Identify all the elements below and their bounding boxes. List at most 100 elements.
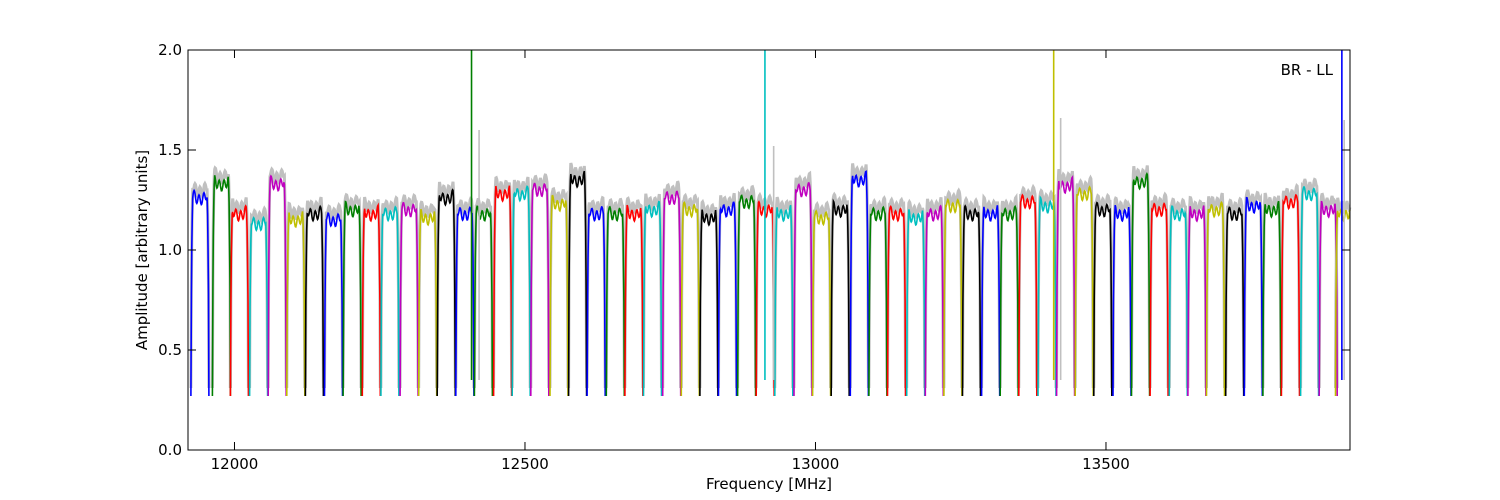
channel-trace-60 xyxy=(1318,200,1338,397)
background-trace-24 xyxy=(642,193,663,389)
x-tick-label-2: 13000 xyxy=(792,455,840,473)
channel-trace-4 xyxy=(267,174,287,397)
channel-trace-54 xyxy=(1205,200,1226,397)
x-tick-label-3: 13500 xyxy=(1082,455,1130,473)
background-trace-48 xyxy=(1092,192,1114,389)
background-trace-10 xyxy=(379,195,401,389)
background-trace-4 xyxy=(266,166,288,389)
channel-trace-57 xyxy=(1262,200,1282,397)
channel-trace-7 xyxy=(323,211,344,397)
channel-trace-25 xyxy=(661,190,682,397)
channel-trace-17 xyxy=(511,185,531,397)
annotation-label: BR - LL xyxy=(1281,61,1334,79)
channel-trace-38 xyxy=(905,209,926,397)
channel-trace-0 xyxy=(190,188,210,397)
channel-trace-22 xyxy=(605,205,626,397)
channel-trace-11 xyxy=(399,201,419,397)
channel-trace-5 xyxy=(286,211,306,397)
channel-trace-12 xyxy=(417,208,438,397)
channel-trace-42 xyxy=(980,205,1001,397)
channel-trace-36 xyxy=(868,205,888,397)
channel-trace-15 xyxy=(473,205,494,397)
background-trace-36 xyxy=(867,195,889,389)
y-tick-label-1: 0.5 xyxy=(158,341,182,359)
channel-trace-32 xyxy=(793,181,813,397)
background-trace-52 xyxy=(1167,197,1189,389)
channel-trace-2 xyxy=(229,204,250,397)
channel-trace-41 xyxy=(961,204,982,397)
x-tick-label-0: 12000 xyxy=(211,455,259,473)
y-tick-label-4: 2.0 xyxy=(158,41,182,59)
background-trace-19 xyxy=(548,186,570,389)
channel-trace-24 xyxy=(642,200,663,397)
channel-trace-52 xyxy=(1168,205,1189,397)
channel-trace-9 xyxy=(361,202,382,397)
channel-trace-55 xyxy=(1224,206,1245,397)
channel-trace-58 xyxy=(1280,193,1301,397)
channel-trace-21 xyxy=(586,206,606,397)
background-trace-35 xyxy=(848,163,870,389)
background-trace-29 xyxy=(736,184,758,389)
y-tick-label-0: 0.0 xyxy=(158,441,182,459)
background-trace-34 xyxy=(829,191,851,389)
channel-trace-16 xyxy=(492,185,513,397)
channel-trace-53 xyxy=(1187,205,1207,397)
channel-trace-8 xyxy=(342,200,362,397)
background-trace-8 xyxy=(341,192,363,389)
channel-trace-39 xyxy=(924,204,945,397)
background-trace-44 xyxy=(1017,183,1039,389)
background-trace-51 xyxy=(1148,191,1170,389)
channel-trace-23 xyxy=(624,204,644,397)
channel-trace-13 xyxy=(436,188,457,397)
channel-trace-46 xyxy=(1055,174,1076,397)
channel-trace-27 xyxy=(699,209,719,397)
channel-trace-44 xyxy=(1018,193,1038,397)
background-trace-47 xyxy=(1073,174,1095,389)
channel-trace-43 xyxy=(999,204,1019,397)
channel-trace-3 xyxy=(248,215,269,397)
y-tick-label-2: 1.0 xyxy=(158,241,182,259)
background-trace-59 xyxy=(1299,177,1321,389)
channel-trace-59 xyxy=(1299,186,1320,397)
background-trace-11 xyxy=(398,192,420,389)
channel-trace-18 xyxy=(530,182,550,397)
background-trace-3 xyxy=(248,205,270,389)
background-trace-46 xyxy=(1055,168,1077,389)
data-layer xyxy=(189,50,1352,397)
background-trace-15 xyxy=(472,198,494,389)
channel-trace-26 xyxy=(680,201,701,397)
x-axis-title: Frequency [MHz] xyxy=(706,475,832,493)
channel-trace-40 xyxy=(943,197,963,397)
channel-trace-48 xyxy=(1093,201,1113,397)
background-trace-23 xyxy=(623,196,645,389)
channel-trace-31 xyxy=(774,204,794,397)
background-trace-25 xyxy=(661,180,683,389)
channel-trace-20 xyxy=(567,170,588,397)
channel-trace-35 xyxy=(849,170,870,397)
channel-trace-29 xyxy=(736,194,757,397)
channel-trace-28 xyxy=(717,201,738,397)
background-trace-0 xyxy=(189,180,211,389)
channel-trace-37 xyxy=(886,204,907,397)
background-trace-22 xyxy=(604,197,626,389)
background-trace-41 xyxy=(961,195,982,389)
background-trace-26 xyxy=(679,192,701,389)
background-trace-21 xyxy=(585,195,607,389)
background-trace-55 xyxy=(1224,196,1246,389)
y-tick-label-3: 1.5 xyxy=(158,141,182,159)
channel-trace-34 xyxy=(830,198,850,397)
y-axis-title: Amplitude [arbitrary units] xyxy=(133,150,151,350)
channel-trace-33 xyxy=(811,209,832,397)
background-trace-56 xyxy=(1242,189,1264,389)
x-tick-label-1: 12500 xyxy=(501,455,549,473)
background-trace-40 xyxy=(942,187,964,389)
channel-trace-10 xyxy=(380,205,400,397)
channel-trace-49 xyxy=(1112,204,1132,397)
ticks-layer: 12000 12500 13000 13500 0.0 0.5 1.0 1.5 2.0 xyxy=(158,41,1350,473)
channel-trace-19 xyxy=(549,194,569,397)
channel-trace-51 xyxy=(1149,202,1169,397)
channel-trace-6 xyxy=(304,204,325,397)
background-trace-61 xyxy=(1334,197,1352,389)
background-trace-37 xyxy=(886,196,907,389)
